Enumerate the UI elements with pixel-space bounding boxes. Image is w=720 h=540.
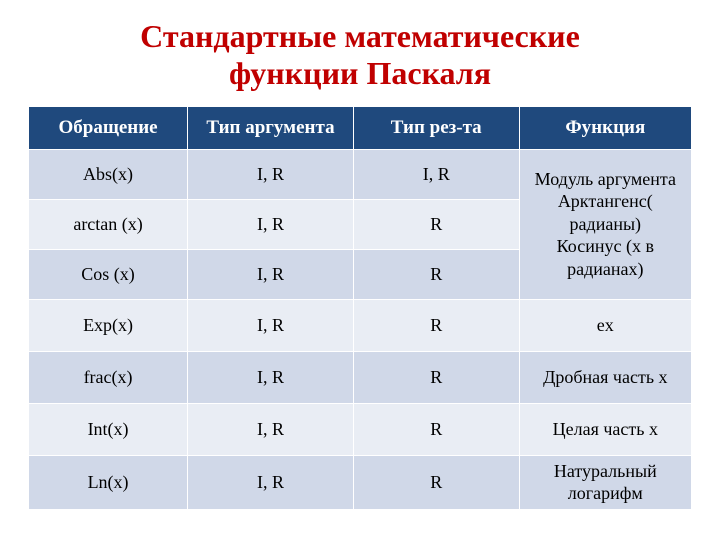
table-row: Ln(x)I, RRНатуральный логарифм <box>29 455 692 509</box>
table-cell: I, R <box>188 299 354 351</box>
title-line1: Стандартные математические <box>140 18 580 54</box>
table-row: Abs(x)I, RI, RМодуль аргументаАрктангенс… <box>29 149 692 199</box>
table-cell: I, R <box>188 351 354 403</box>
table-row: Exp(x)I, RRex <box>29 299 692 351</box>
table-cell: Cos (x) <box>29 249 188 299</box>
table-row: frac(x)I, RRДробная часть x <box>29 351 692 403</box>
table-cell: Ln(x) <box>29 455 188 509</box>
table-cell-merged-desc: Модуль аргументаАрктангенс( радианы)Коси… <box>519 149 691 299</box>
header-col-0: Обращение <box>29 106 188 149</box>
table-cell: R <box>353 249 519 299</box>
table-cell: R <box>353 299 519 351</box>
table-cell: arctan (x) <box>29 199 188 249</box>
table-cell: Int(x) <box>29 403 188 455</box>
table-cell: I, R <box>188 199 354 249</box>
table-cell-desc: Целая часть x <box>519 403 691 455</box>
table-cell: R <box>353 403 519 455</box>
table-cell: I, R <box>188 403 354 455</box>
header-col-2: Тип рез-та <box>353 106 519 149</box>
table-cell: R <box>353 199 519 249</box>
table-row: Int(x)I, RRЦелая часть x <box>29 403 692 455</box>
table-cell: I, R <box>188 249 354 299</box>
table-cell-desc: ex <box>519 299 691 351</box>
table-body: Abs(x)I, RI, RМодуль аргументаАрктангенс… <box>29 149 692 509</box>
table-cell: Abs(x) <box>29 149 188 199</box>
table-cell: I, R <box>188 149 354 199</box>
table-header-row: Обращение Тип аргумента Тип рез-та Функц… <box>29 106 692 149</box>
title-line2: функции Паскаля <box>229 55 491 91</box>
table-cell: R <box>353 351 519 403</box>
table-cell: R <box>353 455 519 509</box>
table-cell: I, R <box>188 455 354 509</box>
header-col-3: Функция <box>519 106 691 149</box>
functions-table: Обращение Тип аргумента Тип рез-та Функц… <box>28 106 692 510</box>
table-cell-desc: Натуральный логарифм <box>519 455 691 509</box>
table-cell-desc: Дробная часть x <box>519 351 691 403</box>
table-cell: I, R <box>353 149 519 199</box>
table-cell: frac(x) <box>29 351 188 403</box>
table-cell: Exp(x) <box>29 299 188 351</box>
header-col-1: Тип аргумента <box>188 106 354 149</box>
page-title: Стандартные математические функции Паска… <box>28 18 692 92</box>
